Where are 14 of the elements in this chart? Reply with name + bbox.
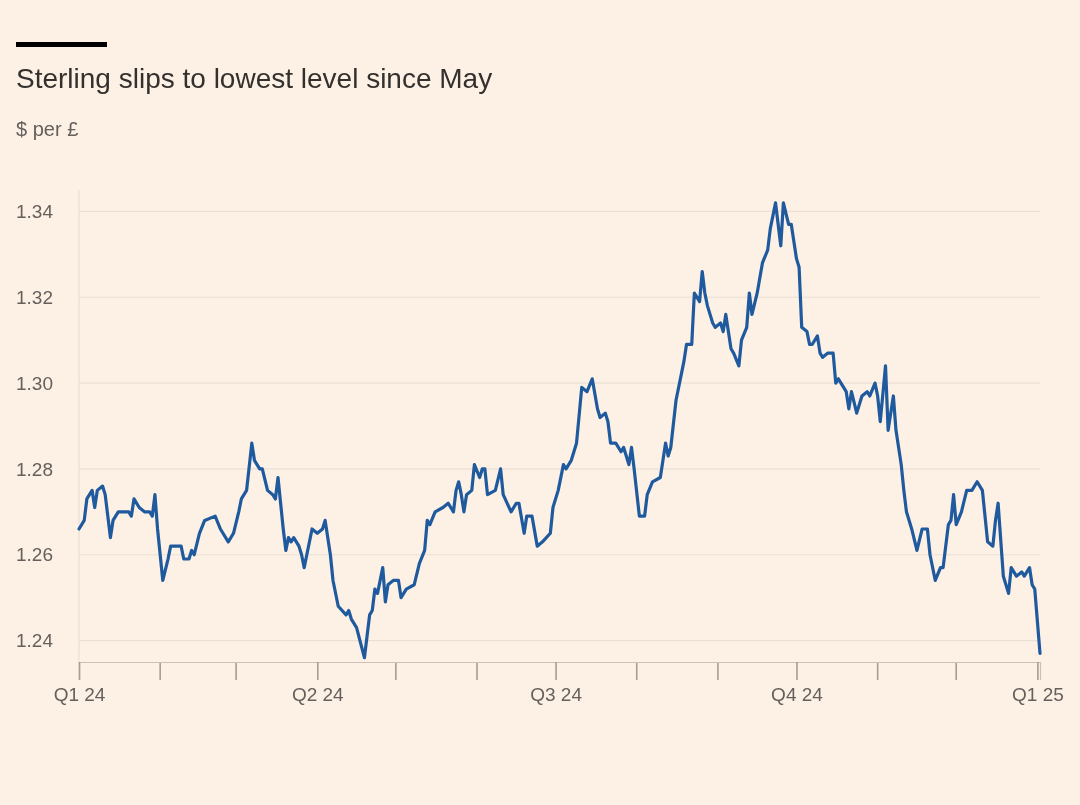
- y-tick-label: 1.32: [16, 286, 53, 308]
- x-tick-label: Q1 25: [1012, 684, 1064, 706]
- line-series: [77, 201, 1042, 660]
- y-tick-label: 1.26: [16, 544, 53, 566]
- chart-title: Sterling slips to lowest level since May: [16, 63, 493, 94]
- y-axis-title: $ per £: [16, 118, 79, 140]
- x-tick-label: Q2 24: [291, 684, 345, 706]
- y-tick-label: 1.34: [16, 201, 54, 223]
- x-tick-label: Q1 24: [53, 684, 106, 706]
- x-tick-label: Q3 24: [530, 684, 583, 706]
- y-tick-label: 1.28: [16, 458, 53, 480]
- y-tick-label: 1.30: [16, 372, 53, 394]
- x-tick-label: Q4 24: [771, 684, 824, 706]
- y-tick-label: 1.24: [16, 630, 54, 652]
